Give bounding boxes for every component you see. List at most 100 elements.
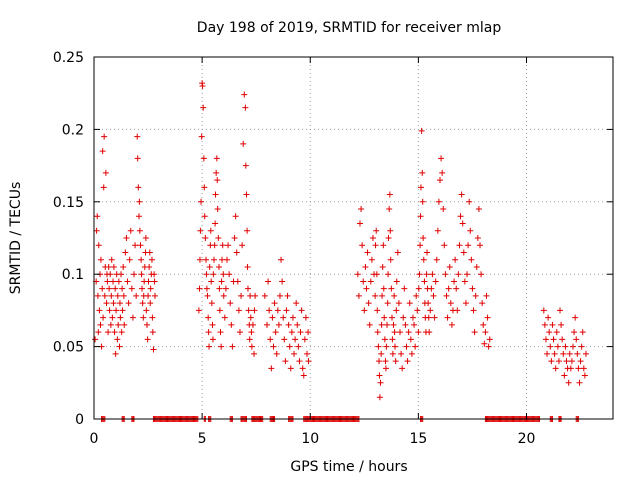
data-point bbox=[301, 336, 308, 343]
data-point bbox=[216, 307, 223, 314]
data-point bbox=[372, 242, 379, 249]
data-point bbox=[110, 300, 117, 307]
data-point bbox=[240, 140, 247, 147]
data-point bbox=[298, 307, 305, 314]
data-point bbox=[417, 184, 424, 191]
data-point bbox=[272, 329, 279, 336]
data-point bbox=[140, 314, 147, 321]
data-point bbox=[392, 358, 399, 365]
data-point bbox=[385, 235, 392, 241]
data-point bbox=[406, 300, 413, 307]
x-axis-label: GPS time / hours bbox=[290, 459, 407, 475]
y-tick-label: 0.05 bbox=[53, 340, 84, 356]
data-point bbox=[413, 292, 420, 299]
data-point bbox=[216, 285, 223, 292]
data-point bbox=[456, 242, 463, 249]
data-point bbox=[138, 271, 145, 278]
data-point bbox=[220, 292, 227, 299]
data-point bbox=[211, 256, 218, 263]
data-point bbox=[247, 314, 254, 321]
data-point bbox=[203, 256, 210, 263]
data-point bbox=[142, 235, 149, 241]
data-point bbox=[275, 321, 282, 328]
data-point bbox=[381, 314, 388, 321]
data-point bbox=[108, 292, 115, 299]
data-point bbox=[135, 184, 142, 191]
data-point bbox=[567, 365, 574, 372]
data-point bbox=[116, 343, 123, 350]
data-point bbox=[114, 336, 121, 343]
data-point bbox=[434, 227, 441, 234]
data-point bbox=[245, 307, 252, 314]
data-point bbox=[112, 285, 119, 292]
data-point bbox=[428, 285, 435, 292]
data-point bbox=[468, 256, 475, 263]
data-point bbox=[549, 321, 556, 328]
data-point bbox=[218, 278, 225, 285]
data-point bbox=[146, 249, 153, 256]
data-point bbox=[196, 285, 203, 292]
data-point bbox=[207, 227, 214, 234]
data-point bbox=[238, 292, 245, 299]
data-point bbox=[479, 300, 486, 307]
data-point bbox=[374, 329, 381, 336]
y-tick-label: 0.25 bbox=[53, 50, 84, 66]
data-point bbox=[234, 278, 241, 285]
data-point bbox=[378, 321, 385, 328]
data-point bbox=[376, 372, 383, 379]
data-point bbox=[440, 206, 447, 213]
data-point bbox=[147, 285, 154, 292]
data-point bbox=[420, 256, 427, 263]
data-point bbox=[106, 285, 113, 292]
data-point bbox=[474, 235, 481, 241]
data-point bbox=[201, 184, 208, 191]
data-point bbox=[417, 242, 424, 249]
data-point bbox=[94, 292, 101, 299]
data-point bbox=[571, 329, 578, 336]
data-point bbox=[547, 343, 554, 350]
data-point bbox=[261, 292, 268, 299]
data-point bbox=[381, 336, 388, 343]
data-point bbox=[229, 343, 236, 350]
data-point bbox=[119, 307, 126, 314]
data-point bbox=[297, 329, 304, 336]
data-point bbox=[198, 133, 205, 140]
data-point bbox=[208, 300, 215, 307]
data-point bbox=[107, 321, 114, 328]
data-point bbox=[379, 263, 386, 270]
data-point bbox=[131, 271, 138, 278]
data-point bbox=[218, 343, 225, 350]
data-point bbox=[101, 292, 108, 299]
data-point bbox=[293, 300, 300, 307]
data-point bbox=[278, 256, 285, 263]
data-point bbox=[287, 365, 294, 372]
data-point bbox=[470, 307, 477, 314]
data-point bbox=[462, 300, 469, 307]
data-point bbox=[96, 307, 103, 314]
data-point bbox=[581, 372, 588, 379]
y-tick-label: 0.2 bbox=[62, 122, 84, 138]
data-point bbox=[432, 278, 439, 285]
data-point bbox=[99, 285, 106, 292]
data-point bbox=[478, 271, 485, 278]
data-point bbox=[429, 271, 436, 278]
data-point bbox=[382, 358, 389, 365]
data-point bbox=[280, 314, 287, 321]
data-point bbox=[484, 314, 491, 321]
data-point bbox=[110, 278, 117, 285]
data-point bbox=[576, 379, 583, 386]
data-point bbox=[380, 285, 387, 292]
data-point bbox=[394, 249, 401, 256]
data-point bbox=[284, 292, 291, 299]
data-point bbox=[551, 350, 558, 357]
data-point bbox=[465, 242, 472, 249]
data-point bbox=[239, 242, 246, 249]
x-tick-label: 0 bbox=[90, 431, 99, 447]
data-point bbox=[220, 271, 227, 278]
data-point bbox=[242, 104, 249, 111]
data-point bbox=[384, 300, 391, 307]
data-point bbox=[453, 285, 460, 292]
data-point bbox=[400, 314, 407, 321]
data-point bbox=[374, 307, 381, 314]
data-point bbox=[105, 329, 112, 336]
